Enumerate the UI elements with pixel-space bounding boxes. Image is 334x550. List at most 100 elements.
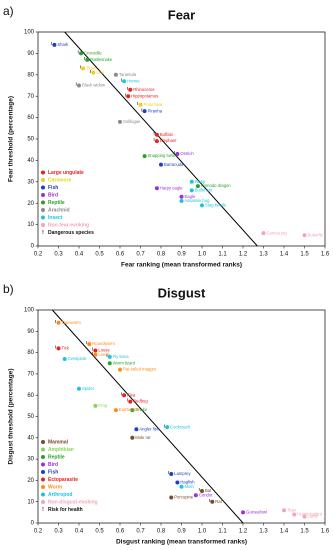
x-tick-label: 1.4	[280, 529, 289, 535]
data-point	[91, 70, 96, 75]
point-label: Roundworm	[92, 341, 115, 346]
data-point	[142, 109, 147, 114]
point-label: Condor	[199, 492, 213, 497]
y-tick-label: 80	[27, 72, 34, 78]
y-tick-label: 0	[31, 521, 35, 527]
flag-mark: !	[76, 82, 77, 87]
legend-flag-symbol: !	[42, 507, 44, 513]
data-point	[241, 510, 245, 515]
flag-mark: !	[153, 137, 154, 142]
point-label: Rhinoceros	[133, 87, 154, 92]
legend-swatch	[41, 223, 45, 227]
legend-swatch	[41, 193, 45, 197]
chart-panel: a) Fear 0.2 0.3 0.4 0.5 0.6 0.7 0.8 0.9 1.0 1.1 1.2 1…	[3, 4, 330, 269]
point-label: Eagle	[185, 194, 196, 199]
legend-label: Carnivore	[48, 177, 72, 183]
y-tick-label: 100	[24, 30, 35, 36]
data-point	[52, 42, 57, 47]
point-label: Lion	[96, 70, 105, 75]
x-tick-label: 0.9	[177, 252, 186, 258]
data-point	[200, 489, 204, 494]
x-tick-label: 1.5	[300, 529, 309, 535]
data-point	[282, 508, 286, 513]
y-tick-label: 80	[27, 350, 34, 356]
x-axis-title: Disgust ranking (mean transformed ranks)	[116, 539, 247, 546]
y-axis-title: Fear threshold (percentage)	[8, 96, 15, 182]
y-tick-label: 50	[27, 137, 34, 143]
data-point	[77, 386, 81, 391]
data-point	[179, 484, 184, 489]
trend-line	[51, 309, 244, 524]
y-tick-label: 20	[27, 478, 34, 484]
point-label: Tarantula	[119, 72, 137, 77]
point-label: Spider	[82, 386, 95, 391]
x-tick-label: 0.4	[75, 529, 84, 535]
y-tick-label: 70	[27, 94, 34, 100]
x-tick-label: 0.7	[136, 252, 145, 258]
point-label: Centipede	[68, 356, 88, 361]
point-label: Flea	[127, 392, 136, 397]
legend-swatch	[41, 178, 45, 182]
point-label: Elephant	[160, 138, 177, 143]
point-label: Hummingbird	[297, 512, 323, 517]
data-point	[81, 66, 86, 71]
x-tick-label: 0.6	[116, 252, 125, 258]
data-point	[93, 348, 98, 353]
x-tick-label: 0.2	[34, 252, 43, 258]
legend-label: Worm	[48, 484, 63, 490]
data-point	[175, 480, 180, 485]
flag-mark: !	[55, 319, 56, 324]
data-point	[169, 495, 174, 500]
flag-mark: !	[164, 423, 165, 428]
legend-swatch	[41, 470, 45, 474]
x-tick-label: 0.8	[157, 252, 166, 258]
chart-panel: b) Disgust 0.2 0.3 0.4 0.5 0.6 0.7 0.8 0.9 1.0 1.1 1…	[3, 282, 330, 546]
legend-label: Insect	[48, 215, 63, 221]
data-point	[85, 57, 90, 62]
point-label: Hagfish	[180, 480, 195, 485]
point-label: Crocodile	[84, 51, 102, 56]
data-point	[79, 51, 84, 56]
flag-mark: !	[137, 101, 138, 106]
data-point	[210, 499, 215, 504]
point-label: Harpy eagle	[160, 185, 183, 190]
data-point	[302, 233, 307, 238]
legend-swatch	[41, 215, 45, 220]
flag-mark: !	[127, 86, 128, 91]
point-label: Tapeworm	[62, 320, 82, 325]
panel-label: b)	[3, 282, 14, 296]
point-label: Guineafowl	[246, 509, 267, 514]
point-label: Earthworm	[119, 407, 140, 412]
flag-mark: !	[209, 498, 210, 503]
point-label: Bedbug	[133, 399, 148, 404]
data-point	[113, 408, 118, 413]
trend-line	[64, 31, 258, 247]
point-label: Rattlesnake	[90, 57, 113, 62]
legend-swatch	[41, 170, 45, 175]
y-tick-label: 30	[27, 457, 34, 463]
x-tick-label: 1.6	[321, 529, 330, 535]
y-tick-label: 70	[27, 371, 34, 377]
data-point	[77, 83, 81, 88]
data-point	[113, 72, 118, 77]
point-label: Bullet ant	[195, 187, 213, 192]
data-point	[93, 403, 98, 408]
x-tick-label: 1.0	[198, 529, 207, 535]
legend-label: Fish	[48, 469, 58, 475]
x-tick-label: 1.1	[218, 529, 227, 535]
data-point	[302, 514, 307, 519]
legend-swatch	[41, 200, 45, 205]
y-tick-label: 40	[27, 435, 34, 441]
point-label: Solifugae	[123, 119, 141, 124]
legend-swatch	[41, 477, 45, 482]
data-point	[195, 184, 200, 189]
data-point	[154, 139, 159, 144]
y-tick-label: 90	[27, 329, 34, 335]
legend-label: Reptile	[48, 200, 65, 206]
legend-label: Ectoparasite	[48, 477, 78, 483]
legend-swatch	[41, 492, 45, 497]
point-label: Porcupine	[174, 495, 194, 500]
data-point	[159, 162, 163, 167]
point-label: Leech	[98, 352, 110, 357]
data-point	[261, 231, 266, 236]
